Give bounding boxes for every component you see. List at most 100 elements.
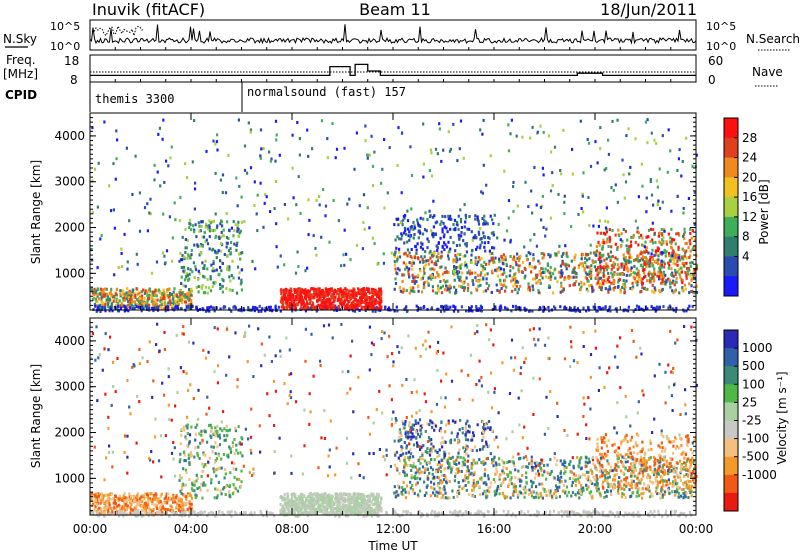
echo-cell xyxy=(379,288,382,292)
echo-cell xyxy=(401,273,404,277)
echo-cell xyxy=(383,206,386,210)
echo-cell xyxy=(298,137,301,141)
echo-cell xyxy=(236,229,239,233)
echo-cell xyxy=(179,298,182,302)
echo-cell xyxy=(544,275,547,279)
echo-cell xyxy=(431,267,434,271)
echo-cell xyxy=(348,197,351,201)
echo-cell xyxy=(122,501,125,505)
echo-cell xyxy=(368,296,371,299)
echo-cell xyxy=(113,499,116,502)
echo-cell xyxy=(159,494,162,498)
echo-cell xyxy=(435,255,438,259)
echo-cell xyxy=(419,260,422,264)
echo-cell xyxy=(449,235,452,239)
echo-cell xyxy=(600,255,603,259)
echo-cell xyxy=(637,269,640,273)
echo-cell xyxy=(661,277,664,281)
echo-cell xyxy=(143,496,146,500)
echo-cell xyxy=(336,298,340,302)
echo-cell xyxy=(306,302,310,306)
echo-cell xyxy=(642,255,645,259)
echo-cell xyxy=(456,258,459,262)
echo-cell xyxy=(662,282,665,286)
echo-cell xyxy=(549,510,552,514)
echo-cell xyxy=(355,243,359,247)
echo-cell xyxy=(616,118,619,122)
echo-cell xyxy=(98,492,101,496)
echo-cell xyxy=(498,259,501,263)
echo-cell xyxy=(616,200,619,204)
echo-cell xyxy=(294,305,297,309)
echo-cell xyxy=(649,180,652,184)
echo-cell xyxy=(318,499,321,503)
echo-cell xyxy=(474,234,477,238)
echo-cell xyxy=(457,275,460,279)
echo-cell xyxy=(125,507,128,511)
echo-cell xyxy=(447,214,450,218)
echo-cell xyxy=(588,510,591,514)
echo-cell xyxy=(624,511,627,515)
echo-cell xyxy=(555,252,558,256)
echo-cell xyxy=(135,298,138,302)
colorbar-tick-label: 4 xyxy=(742,249,750,263)
echo-cell xyxy=(528,264,531,268)
echo-cell xyxy=(458,510,461,514)
echo-cell xyxy=(516,252,519,256)
echo-cell xyxy=(204,240,207,244)
echo-cell xyxy=(305,300,309,304)
echo-cell xyxy=(681,262,684,265)
echo-cell xyxy=(100,287,103,291)
echo-cell xyxy=(664,254,667,258)
echo-cell xyxy=(135,514,139,518)
echo-cell xyxy=(666,170,669,174)
echo-cell xyxy=(519,284,522,288)
echo-cell xyxy=(397,267,400,271)
echo-cell xyxy=(179,195,182,199)
echo-cell xyxy=(299,298,302,302)
echo-cell xyxy=(462,156,465,160)
echo-cell xyxy=(219,283,222,287)
echo-cell xyxy=(508,274,511,278)
echo-cell xyxy=(238,271,241,275)
echo-cell xyxy=(667,232,670,236)
echo-cell xyxy=(493,213,496,217)
echo-cell xyxy=(143,510,146,514)
echo-cell xyxy=(479,128,482,132)
echo-cell xyxy=(396,164,399,167)
echo-cell xyxy=(405,232,408,236)
colorbar-frame xyxy=(723,117,739,297)
echo-cell xyxy=(201,283,204,287)
echo-cell xyxy=(436,273,439,277)
echo-cell xyxy=(531,211,534,215)
echo-cell xyxy=(345,252,348,256)
echo-cell xyxy=(145,493,149,496)
echo-cell xyxy=(343,146,346,150)
echo-cell xyxy=(425,259,428,263)
echo-cell xyxy=(523,266,526,270)
echo-cell xyxy=(293,499,296,503)
echo-cell xyxy=(513,275,516,279)
echo-cell xyxy=(107,300,110,304)
echo-cell xyxy=(659,263,662,267)
echo-cell xyxy=(585,309,588,313)
echo-cell xyxy=(230,241,233,244)
echo-cell xyxy=(661,273,664,277)
echo-cell xyxy=(131,508,135,512)
echo-cell xyxy=(316,288,319,292)
echo-cell xyxy=(462,254,465,258)
echo-cell xyxy=(184,284,187,288)
echo-cell xyxy=(586,510,589,514)
echo-cell xyxy=(269,210,272,213)
echo-cell xyxy=(180,266,183,269)
echo-cell xyxy=(515,263,518,267)
echo-cell xyxy=(575,279,578,283)
echo-cell xyxy=(457,214,460,218)
echo-cell xyxy=(318,294,321,298)
echo-cell xyxy=(592,305,595,309)
echo-cell xyxy=(453,271,456,275)
echo-cell xyxy=(303,303,306,307)
echo-cell xyxy=(591,285,594,289)
echo-cell xyxy=(147,498,150,502)
echo-cell xyxy=(181,507,184,511)
